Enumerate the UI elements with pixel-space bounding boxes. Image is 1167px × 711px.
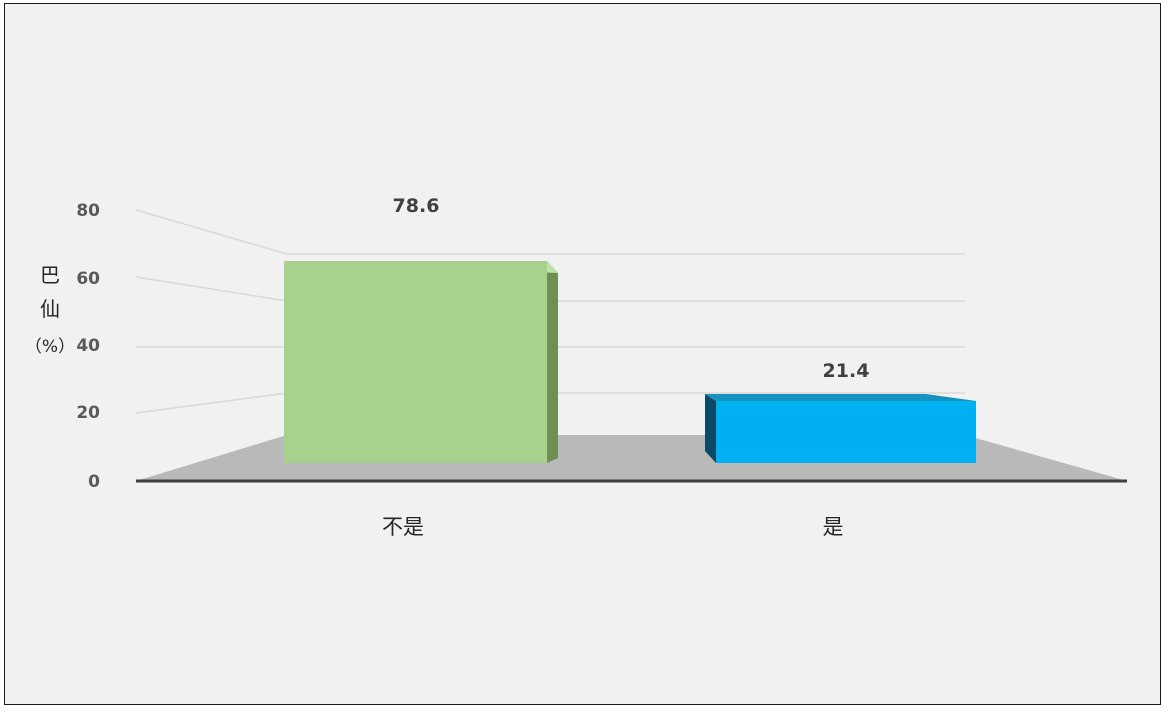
y-axis-label-line: 巴 (40, 263, 60, 287)
data-label: 21.4 (823, 360, 870, 382)
y-tick-labels: 80 60 40 20 0 (76, 201, 100, 492)
category-label: 是 (823, 515, 844, 539)
y-tick-label: 0 (88, 472, 100, 492)
y-axis-label-line: 仙 (40, 297, 60, 321)
chart-frame: 80 60 40 20 0 巴 仙 （%） 78.6 21.4 不是 是 (4, 3, 1161, 705)
gridline (135, 209, 965, 255)
y-axis-label-line: （%） (25, 337, 75, 357)
bar-front-face (284, 260, 547, 463)
bar-side-face (547, 260, 558, 463)
bars-group (284, 260, 976, 463)
bar-top-face (705, 394, 976, 402)
bar-chart: 80 60 40 20 0 巴 仙 （%） 78.6 21.4 不是 是 (25, 195, 1127, 539)
y-tick-label: 40 (76, 336, 100, 356)
y-tick-label: 60 (76, 269, 100, 289)
bar-front-face (716, 401, 976, 463)
y-tick-label: 80 (76, 201, 100, 221)
category-label: 不是 (382, 515, 424, 539)
y-axis-label: 巴 仙 （%） (25, 263, 75, 357)
y-tick-label: 20 (76, 403, 100, 423)
bar-side-face (705, 394, 716, 463)
data-label: 78.6 (393, 195, 440, 217)
